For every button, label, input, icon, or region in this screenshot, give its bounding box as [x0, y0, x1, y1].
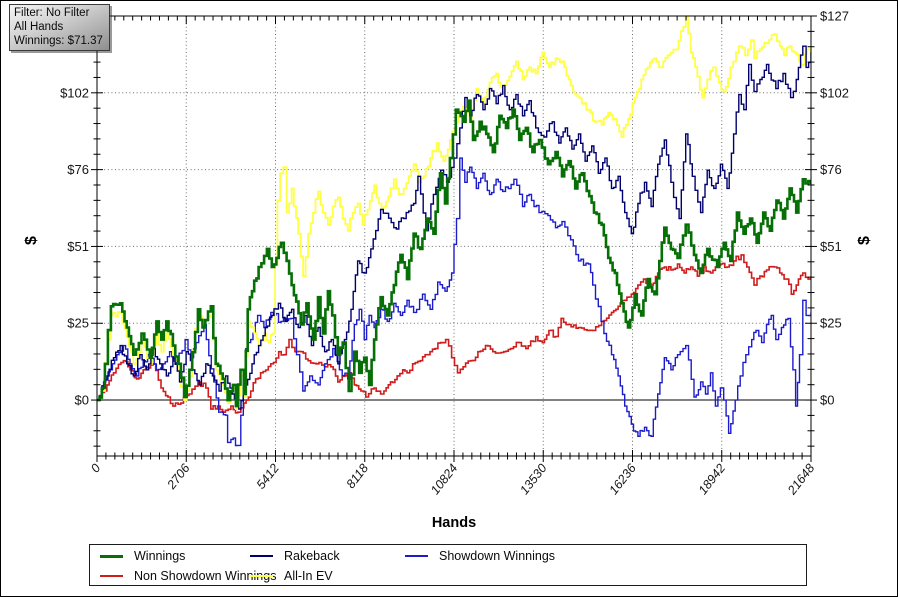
- x-tick-label: 2706: [164, 461, 193, 492]
- legend-item-winnings: Winnings: [100, 549, 250, 563]
- y-tick-label-left: $25: [67, 316, 89, 331]
- filter-winnings-line: Winnings: $71.37: [14, 35, 103, 47]
- legend-label-all-in-ev: All-In EV: [284, 569, 333, 583]
- legend-swatch-winnings: [100, 554, 123, 558]
- x-tick-label: 10824: [428, 461, 460, 497]
- legend-label-rakeback: Rakeback: [284, 549, 340, 563]
- y-tick-label-left: $51: [67, 239, 89, 254]
- legend-swatch-rakeback: [250, 555, 273, 557]
- y-tick-label-left: $0: [75, 393, 89, 408]
- x-tick-label: 13530: [517, 461, 549, 497]
- legend-label-showdown-winnings: Showdown Winnings: [439, 549, 556, 563]
- x-tick-label: 8118: [344, 461, 372, 491]
- y-tick-label-right: $25: [820, 316, 842, 331]
- y-axis-title-right: $: [856, 236, 873, 245]
- y-tick-label-right: $102: [820, 85, 849, 100]
- legend-item-showdown-winnings: Showdown Winnings: [405, 549, 806, 563]
- x-tick-label: 21648: [784, 461, 817, 498]
- y-axis-title-left: $: [23, 236, 40, 245]
- series-line-non-showdown-winnings: [97, 254, 811, 414]
- x-axis-title: Hands: [431, 515, 477, 531]
- series-line-showdown-winnings: [97, 157, 811, 447]
- filter-line: Filter: No Filter: [14, 7, 90, 19]
- x-tick-label: 0: [88, 461, 103, 475]
- legend-swatch-all-in-ev: [250, 575, 273, 577]
- legend-item-non-showdown-winnings: Non Showdown Winnings: [100, 569, 276, 583]
- x-tick-label: 18942: [696, 461, 728, 497]
- y-tick-label-left: $102: [60, 85, 89, 100]
- filter-hands-line: All Hands: [14, 21, 64, 33]
- y-tick-label-right: $76: [820, 162, 842, 177]
- legend-label-winnings: Winnings: [134, 549, 186, 563]
- y-tick-label-left: $76: [67, 162, 89, 177]
- legend-swatch-showdown-winnings: [405, 555, 428, 557]
- series-line-rakeback: [97, 45, 811, 410]
- legend-item-all-in-ev: All-In EV: [250, 569, 405, 583]
- series-line-all-in-ev: [97, 16, 811, 410]
- series-layer: [97, 16, 811, 447]
- legend-swatch-non-showdown-winnings: [100, 575, 123, 577]
- y-tick-label-right: $127: [820, 9, 849, 24]
- y-tick-label-right: $0: [820, 393, 834, 408]
- series-line-winnings: [97, 99, 811, 408]
- x-tick-label: 16236: [606, 461, 638, 497]
- y-tick-label-right: $51: [820, 239, 842, 254]
- x-tick-label: 5412: [254, 461, 282, 492]
- legend-label-non-showdown-winnings: Non Showdown Winnings: [134, 569, 277, 583]
- filter-info-box: Filter: No Filter All Hands Winnings: $7…: [9, 4, 110, 51]
- legend-box: Winnings Rakeback Showdown Winnings Non …: [89, 544, 807, 586]
- legend-item-rakeback: Rakeback: [250, 549, 405, 563]
